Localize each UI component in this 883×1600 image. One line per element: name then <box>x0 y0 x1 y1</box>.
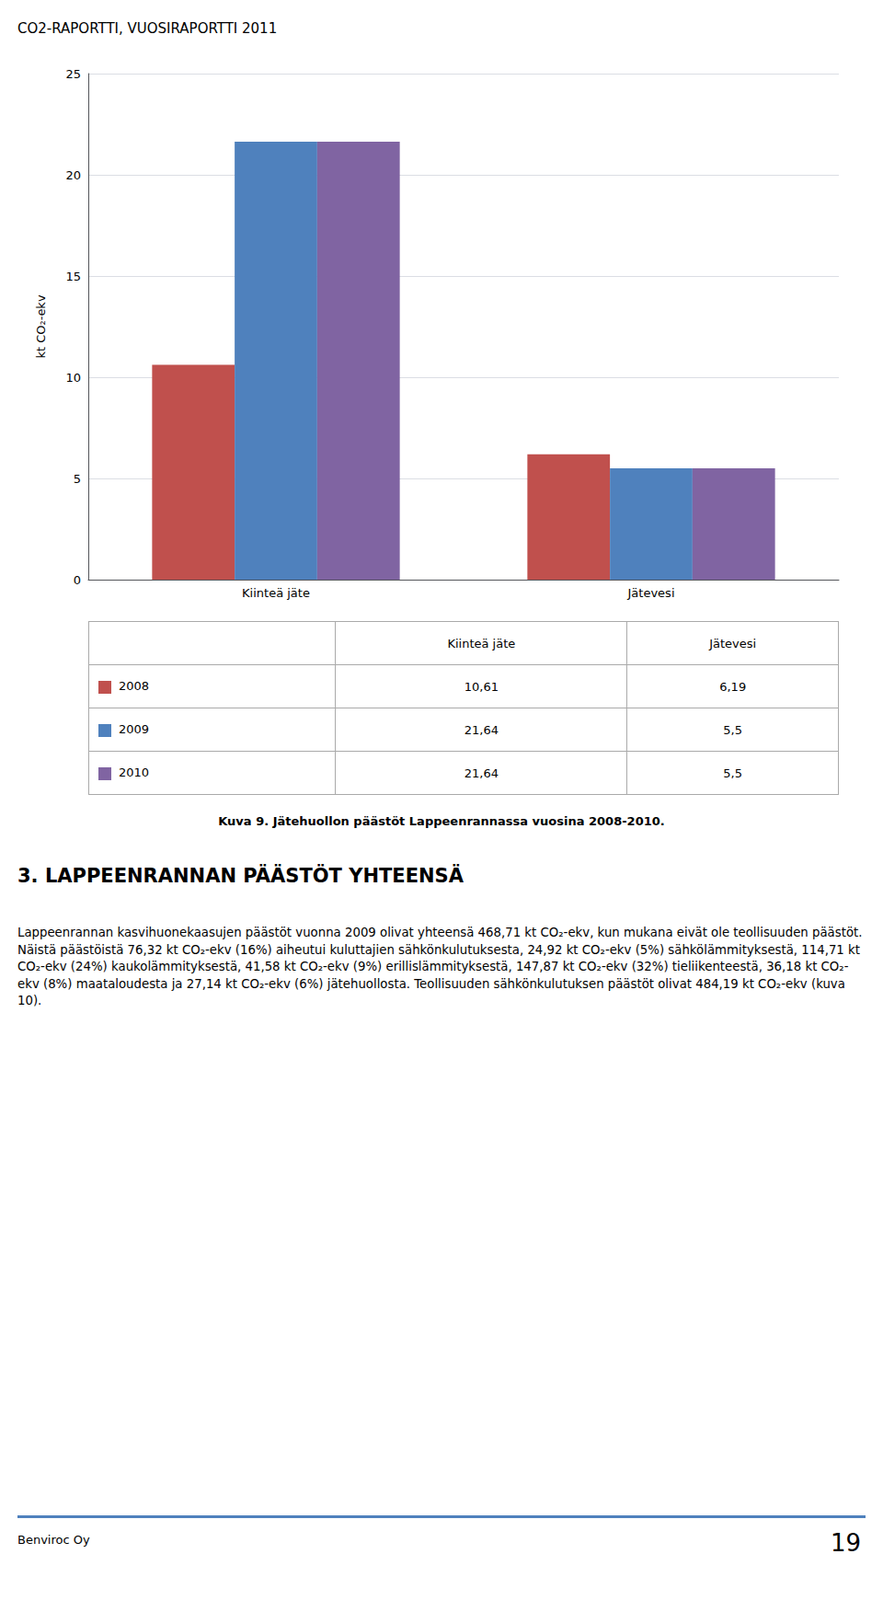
svg-text:kt CO₂-ekv: kt CO₂-ekv <box>34 294 48 358</box>
html-text:5,5: 5,5 <box>723 765 743 780</box>
html-text:Kuva 9. Jätehuollon päästöt La: Kuva 9. Jätehuollon päästöt Lappeenranna… <box>218 814 665 828</box>
html-text:2008: 2008 <box>118 679 150 693</box>
svg-text:Kiinteä jäte: Kiinteä jäte <box>241 585 310 600</box>
html-text:19: 19 <box>830 1528 861 1557</box>
svg-text:Jätevesi: Jätevesi <box>627 585 676 600</box>
svg-text:5: 5 <box>73 471 81 486</box>
html-text:Jätevesi: Jätevesi <box>709 636 757 650</box>
html-text:21,64: 21,64 <box>464 722 499 737</box>
svg-text:15: 15 <box>65 269 81 284</box>
svg-text:20: 20 <box>65 168 81 183</box>
html-text:2010: 2010 <box>118 765 150 780</box>
html-text:Lappeenrannan kasvihuonekaasuj: Lappeenrannan kasvihuonekaasujen päästöt… <box>17 925 863 1008</box>
html-text:2009: 2009 <box>118 722 150 737</box>
html-text:Kiinteä jäte: Kiinteä jäte <box>447 636 516 650</box>
html-text:Benviroc Oy: Benviroc Oy <box>17 1532 90 1547</box>
html-text:3. LAPPEENRANNAN PÄÄSTÖT YHTEE: 3. LAPPEENRANNAN PÄÄSTÖT YHTEENSÄ <box>17 864 464 887</box>
html-text:6,19: 6,19 <box>719 679 747 694</box>
html-text:10,61: 10,61 <box>464 679 499 694</box>
svg-text:10: 10 <box>65 370 81 385</box>
html-text:CO2-RAPORTTI, VUOSIRAPORTTI 20: CO2-RAPORTTI, VUOSIRAPORTTI 2011 <box>17 20 278 37</box>
html-text:21,64: 21,64 <box>464 765 499 780</box>
svg-text:25: 25 <box>65 67 81 81</box>
svg-text:0: 0 <box>73 573 81 587</box>
html-text:5,5: 5,5 <box>723 722 743 737</box>
